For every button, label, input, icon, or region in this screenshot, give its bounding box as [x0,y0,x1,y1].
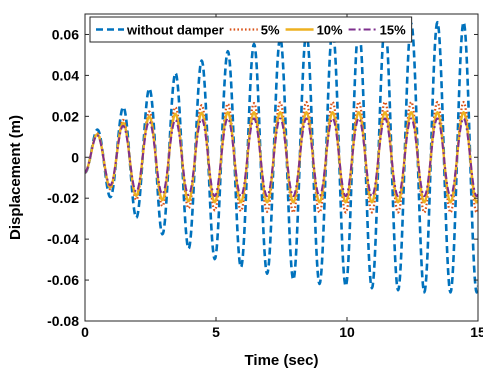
series-line-without-damper [85,20,478,294]
legend-label: 10% [317,23,343,38]
series-line-5- [85,100,478,214]
legend-box [89,16,413,43]
y-tick-label: -0.06 [47,272,79,288]
x-tick-label: 10 [339,324,355,340]
series-line-10- [85,111,478,204]
legend-label: 15% [380,23,406,38]
legend: without damper 5% 10% 15% [89,16,413,43]
y-tick-label: 0 [71,149,79,165]
y-axis-ticks: -0.08 -0.06 -0.04 -0.02 0 0.02 0.04 0.06 [47,26,478,329]
series-layer [85,20,478,294]
x-tick-label: 5 [212,324,220,340]
plot-frame [84,13,479,322]
x-tick-label: 15 [470,324,483,340]
x-tick-label: 0 [81,324,89,340]
legend-label: without damper [126,23,224,38]
y-tick-label: -0.02 [47,190,79,206]
series-line-15- [85,117,478,198]
y-axis-label: Displacement (m) [7,115,24,240]
plot-area [85,14,478,321]
y-tick-label: -0.08 [47,313,79,329]
y-tick-label: 0.06 [52,26,79,42]
y-tick-label: 0.04 [52,67,79,83]
legend-label: 5% [261,23,280,38]
y-tick-label: 0.02 [52,108,79,124]
x-axis-label: Time (sec) [245,352,319,369]
y-tick-label: -0.04 [47,231,79,247]
